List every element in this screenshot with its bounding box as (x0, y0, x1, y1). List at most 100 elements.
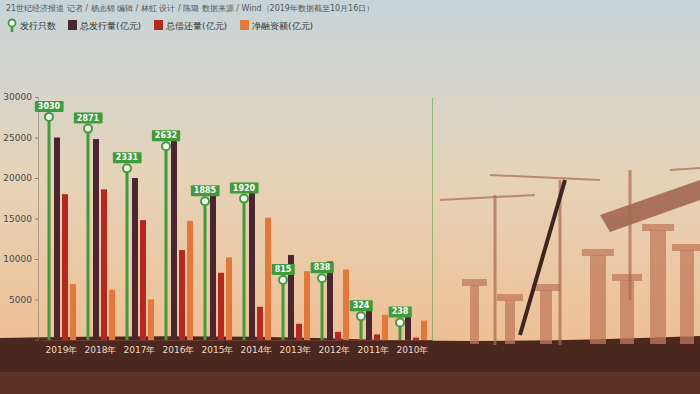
bar (54, 138, 60, 341)
y-tick-mark (35, 138, 38, 139)
lollipop-stem (87, 129, 90, 340)
legend-label: 总偿还量(亿元) (165, 21, 227, 31)
lollipop-head (123, 164, 131, 172)
lollipop-stem (204, 201, 207, 340)
bar (62, 194, 68, 340)
bar (70, 284, 76, 340)
ground (0, 336, 700, 394)
legend-symbol (68, 20, 77, 30)
x-tick: 2013年 (280, 340, 312, 355)
x-tick: 2018年 (85, 340, 117, 355)
data-label: 1885 (194, 186, 217, 195)
bar (93, 139, 99, 340)
plot-area (45, 113, 427, 340)
bar (366, 307, 372, 340)
x-tick: 2011年 (358, 340, 390, 355)
x-tick-label: 2018年 (85, 345, 117, 355)
pillar (505, 300, 515, 344)
bar (304, 271, 310, 340)
lollipop-head (279, 276, 287, 284)
bar (210, 191, 216, 340)
x-tick: 2014年 (241, 340, 273, 355)
lollipop-head (357, 312, 365, 320)
data-labels: 303028712331263218851920815838324238 (35, 101, 412, 318)
bar (226, 257, 232, 340)
crane-arm (520, 180, 565, 335)
bar (405, 315, 411, 340)
decoration (440, 168, 700, 345)
lollipop-head (240, 195, 248, 203)
lollipop-head (201, 197, 209, 205)
legend-item: 总发行量(亿元) (68, 20, 141, 31)
bar (413, 338, 419, 340)
pillar-cap (582, 249, 614, 256)
y-tick: 5000 (9, 295, 38, 305)
y2-axis (432, 98, 433, 341)
data-label-bg (35, 101, 64, 112)
data-label: 815 (275, 265, 292, 274)
bar (140, 220, 146, 340)
y-tick: 15000 (3, 214, 38, 224)
chart: 21世纪经济报道 记者 / 杨志锦 编辑 / 林虹 设计 / 陈璐 数据来源 /… (0, 0, 700, 394)
data-label-bg (152, 130, 180, 141)
pillar (470, 285, 479, 344)
pillar-cap (672, 244, 700, 251)
crane-mast (629, 170, 632, 300)
data-label-bg (191, 185, 220, 196)
lollipop-stem (243, 199, 246, 340)
y-tick: 20000 (3, 173, 38, 183)
bar (218, 273, 224, 340)
data-label: 1920 (233, 184, 256, 193)
y2-axis-line (432, 98, 433, 341)
x-tick-label: 2014年 (241, 345, 273, 355)
legend-symbol (240, 20, 249, 30)
y-tick-mark (35, 300, 38, 301)
legend-label: 净融资额(亿元) (252, 21, 313, 31)
data-label: 2632 (155, 131, 177, 140)
data-label: 324 (353, 301, 370, 310)
x-tick: 2015年 (202, 340, 234, 355)
lollipop-stem (48, 117, 51, 340)
pillar-cap (642, 224, 674, 231)
y-tick-mark (35, 259, 38, 260)
data-label-bg (389, 306, 412, 317)
lollipop-stem (126, 168, 129, 340)
data-label-bg (272, 264, 295, 275)
bar (343, 270, 349, 340)
bar (132, 178, 138, 340)
legend-symbol (154, 20, 163, 30)
data-label: 2331 (116, 153, 139, 162)
x-tick-label: 2010年 (397, 345, 429, 355)
bar (171, 132, 177, 340)
x-tick: 2012年 (319, 340, 351, 355)
y-tick-label: 25000 (3, 133, 32, 143)
y-tick-label: 20000 (3, 173, 32, 183)
x-tick: 2017年 (124, 340, 156, 355)
lollipop-head (84, 125, 92, 133)
lollipop-stem (165, 146, 168, 340)
bar (257, 307, 263, 340)
bar (101, 189, 107, 340)
pillar (680, 250, 694, 344)
y-tick-label: 5000 (9, 295, 32, 305)
x-tick-label: 2019年 (46, 345, 78, 355)
y-tick-label: 10000 (3, 254, 32, 264)
x-tick: 2016年 (163, 340, 195, 355)
data-label-bg (113, 152, 142, 163)
bar (335, 332, 341, 340)
x-tick-label: 2012年 (319, 345, 351, 355)
data-label: 2871 (77, 114, 100, 123)
data-label: 838 (314, 263, 331, 272)
x-tick-label: 2013年 (280, 345, 312, 355)
data-label-bg (230, 183, 259, 194)
legend-item: 净融资额(亿元) (240, 20, 313, 31)
lollipop-head (45, 113, 53, 121)
pillar-cap (462, 279, 487, 286)
bar (249, 184, 255, 340)
bar (179, 250, 185, 340)
lollipop-head (318, 274, 326, 282)
bar (382, 315, 388, 340)
ground-band (0, 372, 700, 394)
bar (187, 221, 193, 340)
data-label-bg (350, 300, 373, 311)
